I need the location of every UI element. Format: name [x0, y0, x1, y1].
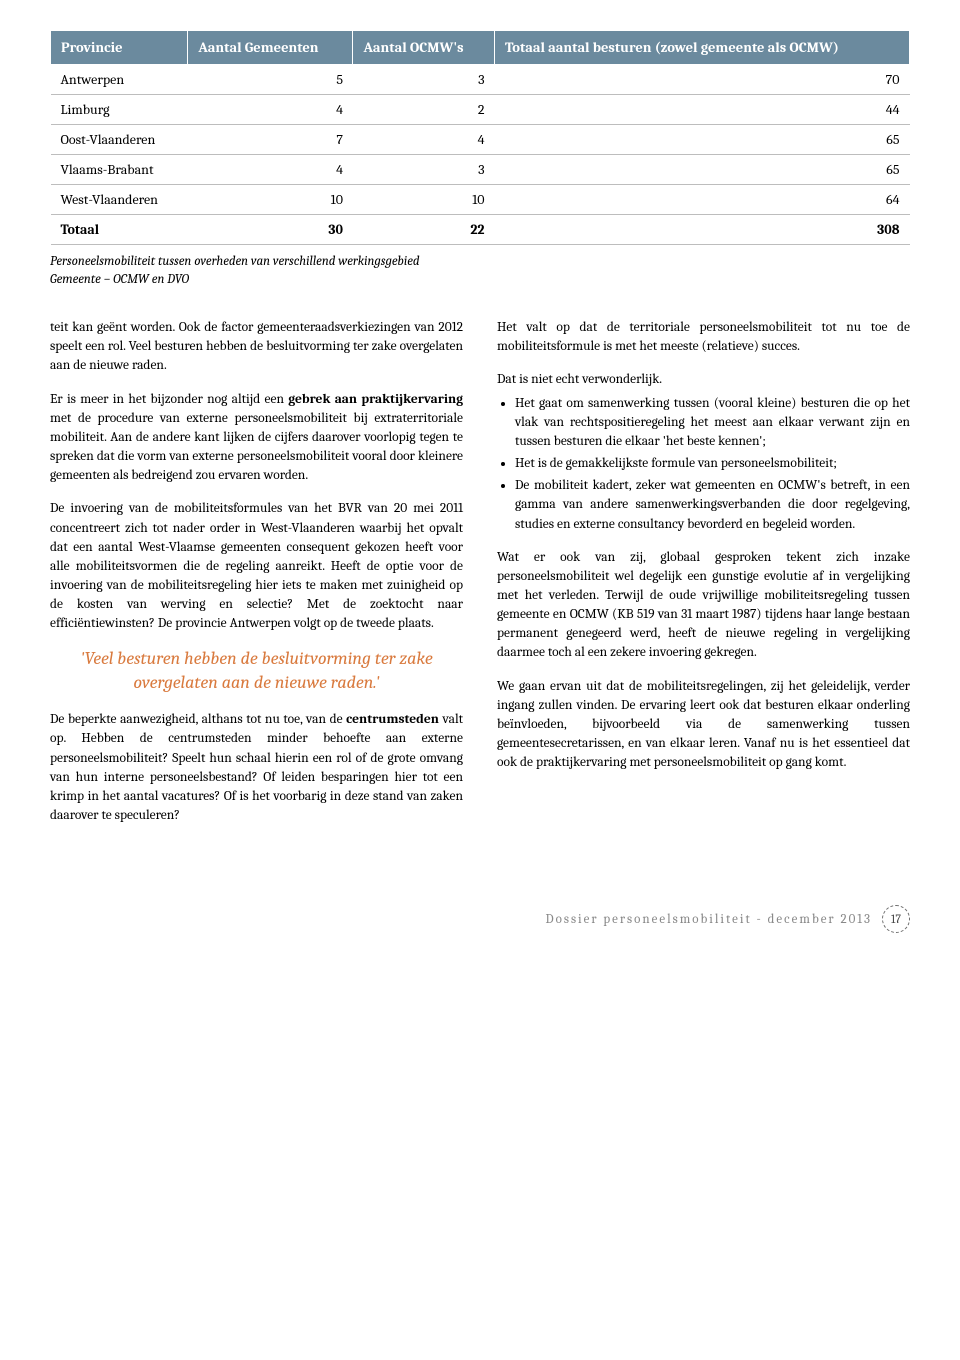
page-number: 17	[882, 905, 910, 933]
th-gemeenten: Aantal Gemeenten	[188, 31, 353, 65]
paragraph: Wat er ook van zij, globaal gesproken te…	[497, 548, 910, 663]
th-provincie: Provincie	[51, 31, 188, 65]
bullet-list: Het gaat om samenwerking tussen (vooral …	[497, 394, 910, 534]
page-footer: Dossier personeelsmobiliteit - december …	[50, 905, 910, 933]
table-row: Vlaams-Brabant 4 3 65	[51, 155, 910, 185]
paragraph: teit kan geënt worden. Ook de factor gem…	[50, 318, 463, 375]
list-item: Het gaat om samenwerking tussen (vooral …	[515, 394, 910, 451]
pullquote: 'Veel besturen hebben de besluitvorming …	[50, 647, 463, 694]
body-columns: teit kan geënt worden. Ook de factor gem…	[50, 318, 910, 825]
paragraph: De beperkte aanwezigheid, althans tot nu…	[50, 710, 463, 825]
paragraph: Het valt op dat de territoriale personee…	[497, 318, 910, 356]
th-ocmw: Aantal OCMW's	[353, 31, 495, 65]
footer-text: Dossier personeelsmobiliteit - december …	[546, 912, 873, 927]
paragraph: De invoering van de mobiliteitsformules …	[50, 499, 463, 633]
paragraph: Er is meer in het bijzonder nog altijd e…	[50, 390, 463, 486]
list-item: Het is de gemakkelijkste formule van per…	[515, 454, 910, 473]
paragraph: Dat is niet echt verwonderlijk.	[497, 370, 910, 389]
table-row: Oost-Vlaanderen 7 4 65	[51, 125, 910, 155]
th-totaal: Totaal aantal besturen (zowel gemeente a…	[495, 31, 910, 65]
paragraph: We gaan ervan uit dat de mobiliteitsrege…	[497, 677, 910, 773]
table-caption: Personeelsmobiliteit tussen overheden va…	[50, 253, 910, 288]
list-item: De mobiliteit kadert, zeker wat gemeente…	[515, 476, 910, 533]
table-row-total: Totaal 30 22 308	[51, 215, 910, 245]
province-table: Provincie Aantal Gemeenten Aantal OCMW's…	[50, 30, 910, 245]
table-row: West-Vlaanderen 10 10 64	[51, 185, 910, 215]
table-row: Antwerpen 5 3 70	[51, 65, 910, 95]
table-row: Limburg 4 2 44	[51, 95, 910, 125]
